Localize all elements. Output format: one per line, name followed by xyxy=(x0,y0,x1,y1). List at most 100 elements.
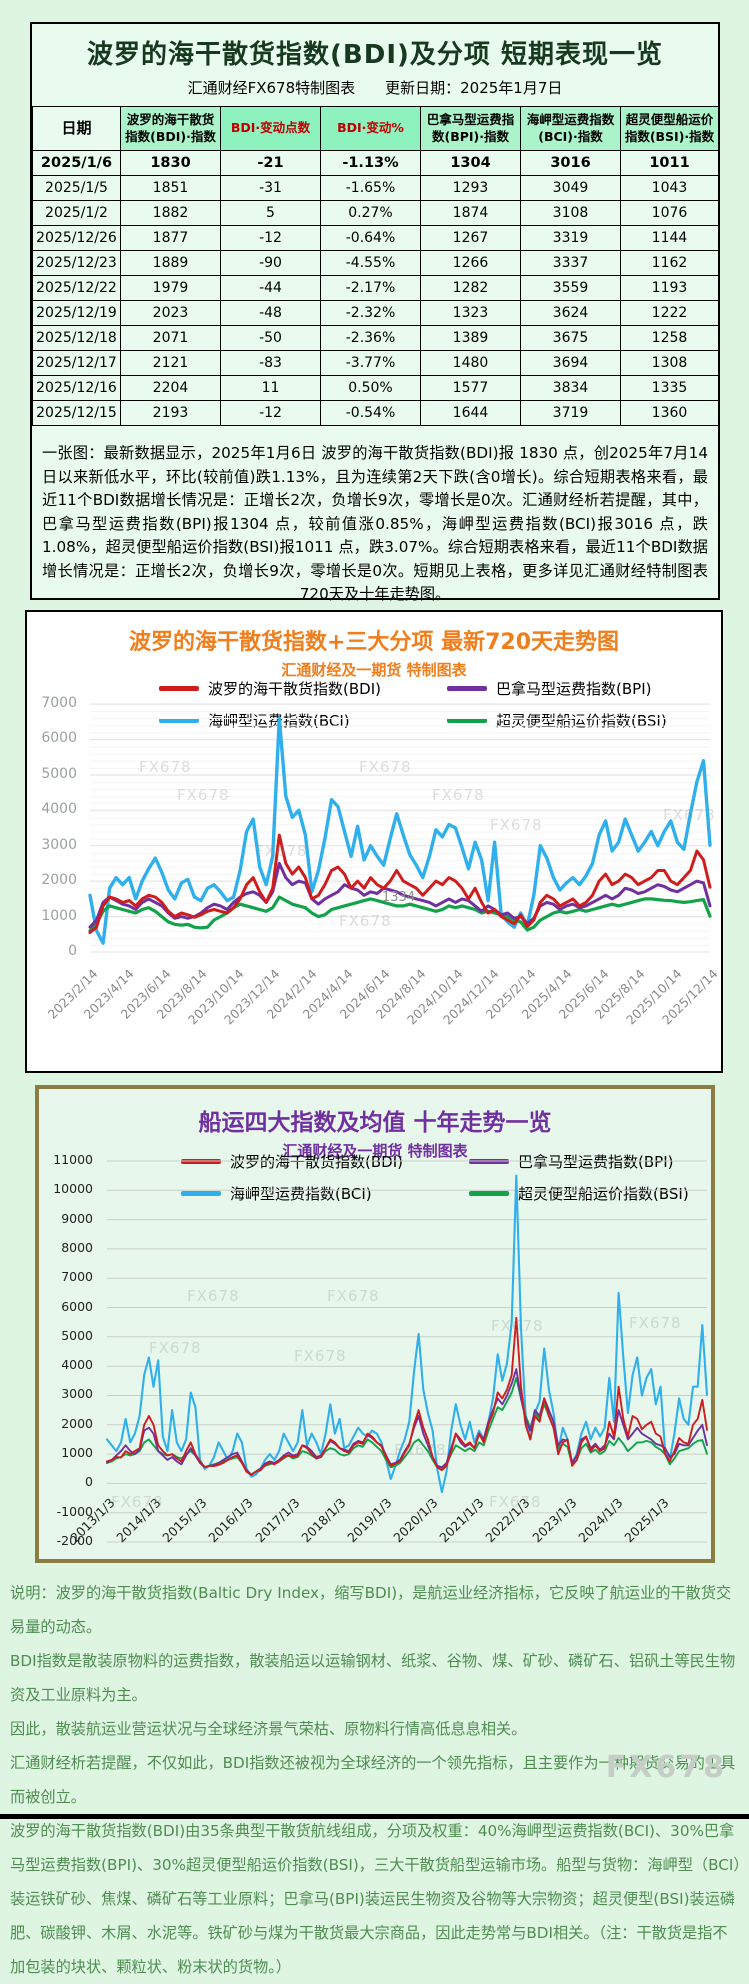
table-cell: 2025/1/2 xyxy=(32,200,121,226)
watermark: FX678 xyxy=(139,758,192,776)
table-cell: 1162 xyxy=(620,250,719,276)
page: { "page": { "background": "#ddf5e1", "wa… xyxy=(0,22,749,1976)
table-cell: -2.32% xyxy=(320,300,421,326)
chart-720d-x-axis: 2023/2/14 2023/4/14 2023/6/14 2023/8/14 2023… xyxy=(45,960,721,1032)
y-axis-tick-label: 0 xyxy=(85,1474,93,1490)
table-cell: 1282 xyxy=(420,275,521,301)
y-axis-tick-label: 1000 xyxy=(41,907,77,924)
table-cell: -0.64% xyxy=(320,225,421,251)
description-line: 因此，散装航运业营运状况与全球经济景气荣枯、原物料行情高低息息相关。 xyxy=(10,1720,527,1738)
legend-label: 巴拿马型运费指数(BPI) xyxy=(496,680,652,698)
description-line: 汇通财经析若提醒，不仅如此，BDI指数还被视为全球经济的一个领先指标，且主要作为… xyxy=(10,1754,736,1806)
table-row: 2025/12/19 2023 -48 -2.32% 1323 3624 1222 xyxy=(32,300,719,326)
watermark: FX678 xyxy=(432,786,485,804)
table-cell: 2204 xyxy=(120,375,221,401)
y-axis-tick-label: 5000 xyxy=(61,1327,93,1343)
x-axis-tick-label: 2016/1/3 xyxy=(205,1495,257,1546)
chart-720d-gridlines xyxy=(90,703,710,953)
table-cell: 1266 xyxy=(420,250,521,276)
table-cell: 3624 xyxy=(520,300,621,326)
table-cell: 1480 xyxy=(420,350,521,376)
table-cell: -44 xyxy=(220,275,321,301)
table-cell: -90 xyxy=(220,250,321,276)
table-cell: -21 xyxy=(220,150,321,176)
legend-label: 巴拿马型运费指数(BPI) xyxy=(518,1153,674,1171)
table-cell: 3675 xyxy=(520,325,621,351)
table-cell: 1308 xyxy=(620,350,719,376)
watermark: FX678 xyxy=(491,1317,544,1335)
y-axis-tick-label: -2000 xyxy=(56,1533,93,1548)
table-cell: 1267 xyxy=(420,225,521,251)
legend-label: 超灵便型船运价指数(BSI) xyxy=(518,1185,689,1203)
watermark: FX678 xyxy=(255,842,308,860)
table-cell: 2071 xyxy=(120,325,221,351)
table-cell: 2023 xyxy=(120,300,221,326)
legend-label: 海岬型运费指数(BCI) xyxy=(230,1185,372,1203)
table-row: 2025/1/2 1882 5 0.27% 1874 3108 1076 xyxy=(32,200,719,226)
legend-swatch xyxy=(159,686,199,691)
table-row: 2025/12/15 2193 -12 -0.54% 1644 3719 1360 xyxy=(32,400,719,426)
table-cell: 1076 xyxy=(620,200,719,226)
table-cell: 2025/1/6 xyxy=(32,150,121,176)
y-axis-tick-label: 8000 xyxy=(61,1239,93,1255)
table-cell: -48 xyxy=(220,300,321,326)
y-axis-tick-label: 5000 xyxy=(41,765,77,782)
legend-swatch xyxy=(447,686,487,691)
table-row: 2025/1/5 1851 -31 -1.65% 1293 3049 1043 xyxy=(32,175,719,201)
watermark: FX678 xyxy=(629,1314,682,1332)
table-cell: 1335 xyxy=(620,375,719,401)
table-note: 一张图：最新数据显示，2025年1月6日 波罗的海干散货指数(BDI)报 183… xyxy=(42,444,708,604)
table-cell: 2025/12/15 xyxy=(32,400,121,426)
y-axis-tick-label: 0 xyxy=(68,943,77,959)
watermark: FX678 xyxy=(294,1347,347,1365)
watermark: FX678 xyxy=(327,1287,380,1305)
chart-720d-plot: 1334 xyxy=(88,703,712,953)
watermark: FX678 xyxy=(359,758,412,776)
y-axis-tick-label: 3000 xyxy=(61,1386,93,1402)
table-cell: -0.54% xyxy=(320,400,421,426)
table-row: 2025/12/23 1889 -90 -4.55% 1266 3337 1162 xyxy=(32,250,719,276)
description-line: 说明：波罗的海干散货指数(Baltic Dry Index，缩写BDI)，是航运… xyxy=(10,1584,732,1636)
table-cell: -4.55% xyxy=(320,250,421,276)
watermark: FX678 xyxy=(149,1339,202,1357)
series-line xyxy=(88,716,712,945)
table-cell: 2121 xyxy=(120,350,221,376)
table-cell: 1979 xyxy=(120,275,221,301)
chart-720d-card: 波罗的海干散货指数+三大分项 最新720天走势图 汇通财经及一期货 特制图表 波… xyxy=(25,610,723,1073)
table-cell: -31 xyxy=(220,175,321,201)
table-cell: -12 xyxy=(220,400,321,426)
table-cell: 1644 xyxy=(420,400,521,426)
watermark: FX678 xyxy=(177,786,230,804)
table-cell: -12 xyxy=(220,225,321,251)
table-cell: 1222 xyxy=(620,300,719,326)
y-axis-tick-label: 7000 xyxy=(61,1269,93,1285)
x-axis-tick-label: 2024/1/3 xyxy=(574,1495,626,1546)
table-header-cell: BDI·变动% xyxy=(320,106,421,151)
table-cell: 1874 xyxy=(420,200,521,226)
table-cell: 2025/12/18 xyxy=(32,325,121,351)
table-cell: 2193 xyxy=(120,400,221,426)
x-axis-tick-label: 2021/1/3 xyxy=(436,1495,487,1546)
watermark: FX678 xyxy=(339,912,392,930)
y-axis-tick-label: 11000 xyxy=(53,1152,93,1167)
y-axis-tick-label: 2000 xyxy=(41,872,77,889)
chart-10y-card: 船运四大指数及均值 十年走势一览 汇通财经及一期货 特制图表 波罗的海干散货指数… xyxy=(35,1085,715,1563)
x-axis-tick-label: 2019/1/3 xyxy=(344,1495,395,1546)
table-subtitle: 汇通财经FX678特制图表 更新日期：2025年1月7日 xyxy=(187,79,563,97)
chart-10y-y-axis: 11000 10000 9000 8000 7000 6000 5000 4000 3000 20… xyxy=(39,1152,99,1548)
chart-720d-data-label: 1334 xyxy=(382,890,416,905)
table-cell: -1.65% xyxy=(320,175,421,201)
table-cell: 0.50% xyxy=(320,375,421,401)
table-cell: 2025/12/22 xyxy=(32,275,121,301)
x-axis-tick-label: 2017/1/3 xyxy=(251,1495,303,1546)
bdi-short-term-card: 波罗的海干散货指数(BDI)及分项 短期表现一览 汇通财经FX678特制图表 更… xyxy=(30,22,720,603)
table-header-cell: 海岬型运费指数(BCI)·指数 xyxy=(520,106,621,151)
table-cell: 3319 xyxy=(520,225,621,251)
chart-10y-series-lines xyxy=(105,1174,709,1494)
y-axis-tick-label: 2000 xyxy=(61,1415,93,1431)
table-cell: -2.17% xyxy=(320,275,421,301)
table-cell: 3108 xyxy=(520,200,621,226)
watermark: FX678 xyxy=(394,1441,447,1459)
table-cell: 2025/12/17 xyxy=(32,350,121,376)
watermark: FX678 xyxy=(663,806,716,824)
